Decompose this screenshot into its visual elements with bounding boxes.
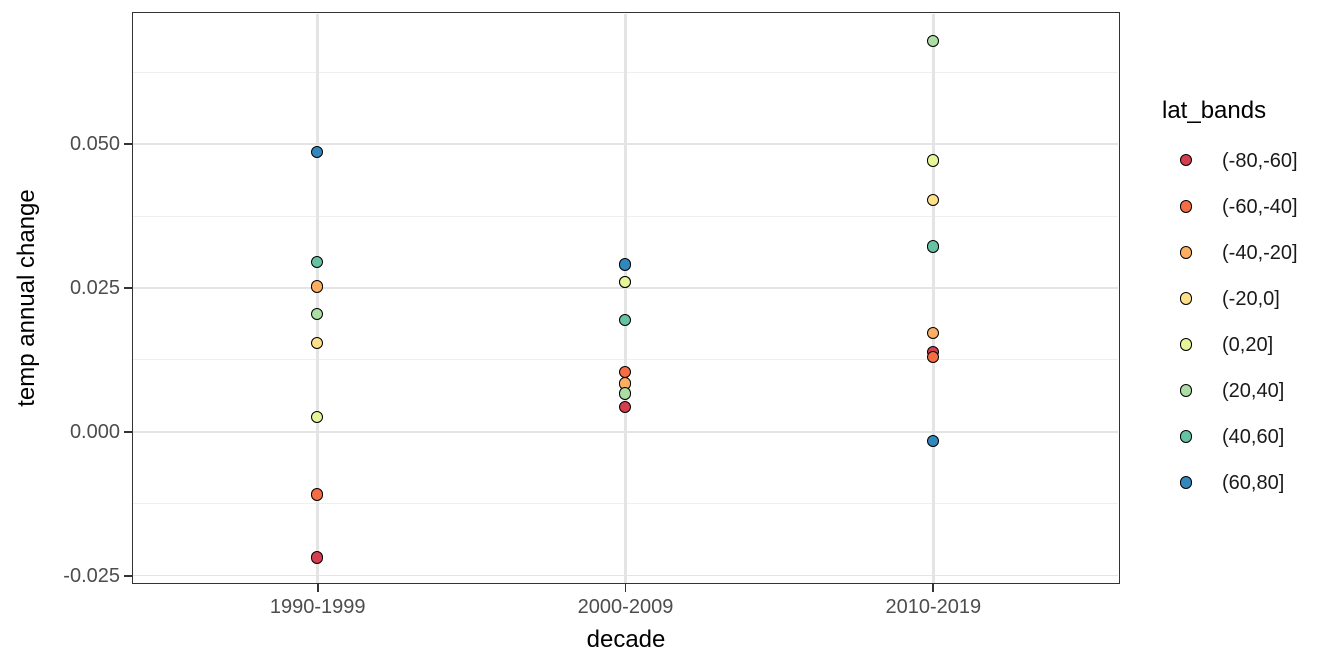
data-point: [310, 551, 324, 564]
gridline-x-major: [932, 13, 935, 583]
gridline-x-major: [624, 13, 627, 583]
data-point: [618, 258, 632, 271]
x-tick-label: 2000-2009: [577, 596, 674, 618]
data-point: [310, 336, 324, 349]
data-point: [926, 326, 939, 340]
gridline-x-major: [316, 13, 319, 583]
y-axis-tick: [124, 574, 132, 577]
y-axis-tick: [124, 431, 132, 433]
legend-item-label: (60,80]: [1222, 472, 1285, 495]
legend-dot: [1180, 430, 1193, 443]
legend-item-label: (0,20]: [1222, 334, 1274, 356]
x-axis-tick: [316, 584, 319, 592]
y-axis-tick: [124, 143, 132, 146]
data-point: [310, 256, 324, 269]
y-tick-label: 0.000: [69, 420, 120, 443]
data-point: [618, 401, 632, 414]
x-axis-tick: [932, 584, 935, 592]
data-point: [310, 410, 324, 424]
data-point: [926, 193, 939, 207]
data-point: [926, 34, 939, 47]
legend-dot: [1180, 292, 1193, 305]
y-tick-label: 0.050: [69, 133, 120, 156]
data-point: [618, 387, 632, 400]
x-axis-title: decade: [586, 626, 666, 653]
legend-title: lat_bands: [1162, 97, 1267, 124]
legend-dot: [1180, 200, 1193, 213]
legend-item-label: (40,60]: [1222, 426, 1285, 449]
legend-item-label: (-60,-40]: [1222, 195, 1298, 218]
y-tick-label: 0.025: [69, 277, 120, 300]
data-point: [926, 434, 939, 448]
y-axis-title: temp annual change: [13, 189, 40, 407]
x-tick-label: 2010-2019: [885, 596, 982, 618]
y-axis-tick: [124, 287, 132, 289]
data-point: [618, 275, 632, 288]
data-point: [310, 145, 324, 158]
y-tick-label: -0.025: [63, 564, 120, 587]
data-point: [926, 350, 939, 364]
legend-dot: [1180, 154, 1193, 167]
legend-item-label: (-80,-60]: [1222, 149, 1298, 172]
legend-item-label: (20,40]: [1222, 380, 1285, 403]
legend-dot: [1180, 338, 1193, 351]
data-point: [310, 280, 324, 293]
legend-item-label: (-40,-20]: [1222, 241, 1298, 264]
data-point: [310, 488, 324, 501]
x-axis-tick: [624, 584, 627, 592]
legend-dot: [1180, 476, 1193, 489]
legend-dot: [1180, 384, 1193, 397]
data-point: [618, 313, 632, 326]
x-tick-label: 1990-1999: [269, 596, 366, 618]
data-point: [926, 154, 939, 167]
data-point: [926, 240, 939, 253]
data-point: [310, 307, 324, 321]
legend-dot: [1180, 246, 1193, 259]
legend-item-label: (-20,0]: [1222, 287, 1280, 310]
